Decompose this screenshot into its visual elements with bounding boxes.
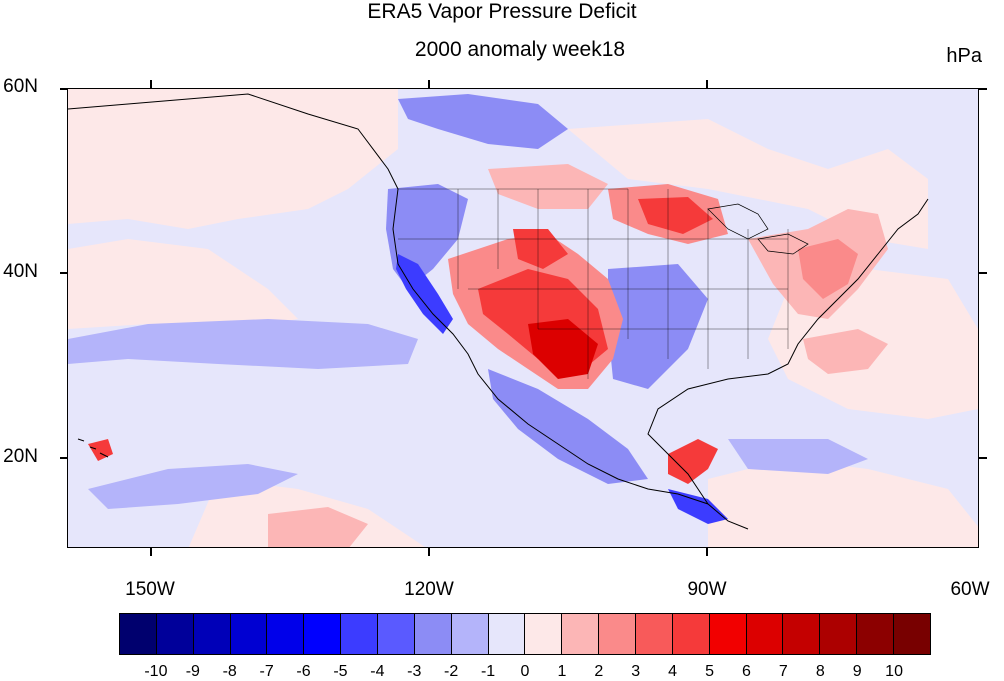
colorbar-tick-label: -1 xyxy=(480,663,496,680)
lon-tick-90w-top xyxy=(706,80,708,88)
colorbar-tick-label: 2 xyxy=(594,663,604,680)
north-america-coastline xyxy=(68,93,929,530)
colorbar-tick-label: 4 xyxy=(668,663,678,680)
lon-label-120w: 120W xyxy=(404,579,454,600)
units-label: hPa xyxy=(946,45,982,67)
pale-warm-caribbean xyxy=(708,459,978,547)
colorbar-tick-label: 8 xyxy=(815,663,825,680)
colorbar-box xyxy=(709,614,747,654)
colorbar-tick-label: -5 xyxy=(333,663,348,680)
colorbar-box xyxy=(746,614,784,654)
colorbar xyxy=(119,613,931,655)
warm-central-america xyxy=(668,439,718,484)
colorbar-tick-label: -8 xyxy=(222,663,237,680)
colorbar-tick-label: 10 xyxy=(885,663,903,680)
colorbar-tick-label: 1 xyxy=(557,663,567,680)
lat-tick-40 xyxy=(60,272,68,274)
cool-east-pacific xyxy=(728,439,868,474)
colorbar-tick-label: 3 xyxy=(631,663,641,680)
cool-california xyxy=(396,254,453,334)
warm-northeast-core xyxy=(798,239,858,299)
colorbar-tick-label: 7 xyxy=(778,663,788,680)
lat-label-60n: 60N xyxy=(3,76,38,97)
warm-hawaii xyxy=(88,439,113,461)
pale-warm-north-pacific xyxy=(68,89,398,229)
lon-tick-120w-top xyxy=(428,80,430,88)
colorbar-box xyxy=(894,614,930,654)
warm-texas-core xyxy=(528,319,598,379)
colorbar-box xyxy=(488,614,526,654)
colorbar-box xyxy=(341,614,379,654)
colorbar-tick-label: -3 xyxy=(407,663,422,680)
lat-tick-60-right xyxy=(979,88,987,90)
colorbar-box xyxy=(783,614,821,654)
lon-tick-120w xyxy=(428,548,430,556)
lat-tick-40-right xyxy=(979,272,987,274)
colorbar-box xyxy=(525,614,563,654)
colorbar-tick-label: 5 xyxy=(705,663,714,680)
cool-pacific-band-1 xyxy=(68,319,418,369)
colorbar-box xyxy=(193,614,231,654)
colorbar-tick-label: 0 xyxy=(520,663,530,680)
colorbar-box xyxy=(156,614,194,654)
lat-tick-20-right xyxy=(979,457,987,459)
lat-tick-60 xyxy=(60,88,68,90)
map-title: ERA5 Vapor Pressure Deficit xyxy=(367,0,637,23)
cool-central-america xyxy=(668,489,728,524)
us-state-lines xyxy=(398,188,789,379)
colorbar-box xyxy=(820,614,858,654)
colorbar-tick-label: -2 xyxy=(444,663,459,680)
colorbar-box xyxy=(267,614,305,654)
anomaly-field xyxy=(68,89,978,547)
lon-tick-90w xyxy=(706,548,708,556)
colorbar-box xyxy=(451,614,489,654)
map-panel xyxy=(67,88,979,548)
lon-tick-150w-top xyxy=(150,80,152,88)
colorbar-box xyxy=(636,614,673,654)
warm-northern-plains xyxy=(488,164,608,209)
colorbar-tick-label: 9 xyxy=(852,663,862,680)
colorbar-tick-label: 6 xyxy=(742,663,751,680)
colorbar-tick-label: -10 xyxy=(144,663,168,680)
colorbar-box xyxy=(230,614,268,654)
lon-tick-150w xyxy=(150,548,152,556)
cool-canada xyxy=(398,94,568,149)
colorbar-box xyxy=(672,614,710,654)
colorbar-box xyxy=(599,614,637,654)
lon-label-90w: 90W xyxy=(687,579,727,600)
great-lakes-outline xyxy=(707,203,809,255)
colorbar-box xyxy=(562,614,600,654)
warm-atlantic-offshore xyxy=(803,329,888,374)
pale-warm-central-pacific xyxy=(68,239,298,329)
lat-tick-20 xyxy=(60,457,68,459)
cool-pacific-band-2 xyxy=(88,464,298,509)
lon-label-150w: 150W xyxy=(125,579,175,600)
colorbar-tick-label: -9 xyxy=(185,663,200,680)
map-subtitle: 2000 anomaly week18 xyxy=(414,38,626,61)
lon-label-60w: 60W xyxy=(950,579,990,600)
colorbar-box xyxy=(378,614,415,654)
warm-upper-midwest-core xyxy=(638,197,713,234)
colorbar-tick-label: -6 xyxy=(296,663,311,680)
lat-label-40n: 40N xyxy=(3,261,38,282)
colorbar-box xyxy=(304,614,342,654)
colorbar-tick-label: -4 xyxy=(370,663,385,680)
colorbar-box xyxy=(414,614,452,654)
hawaii-islands xyxy=(77,438,109,458)
lat-label-20n: 20N xyxy=(3,446,38,467)
cool-mexico xyxy=(488,369,648,484)
cool-gulf xyxy=(608,264,708,389)
colorbar-box xyxy=(857,614,895,654)
colorbar-box xyxy=(120,614,157,654)
colorbar-tick-label: -7 xyxy=(259,663,274,680)
warm-south-pacific-patch xyxy=(268,507,368,547)
